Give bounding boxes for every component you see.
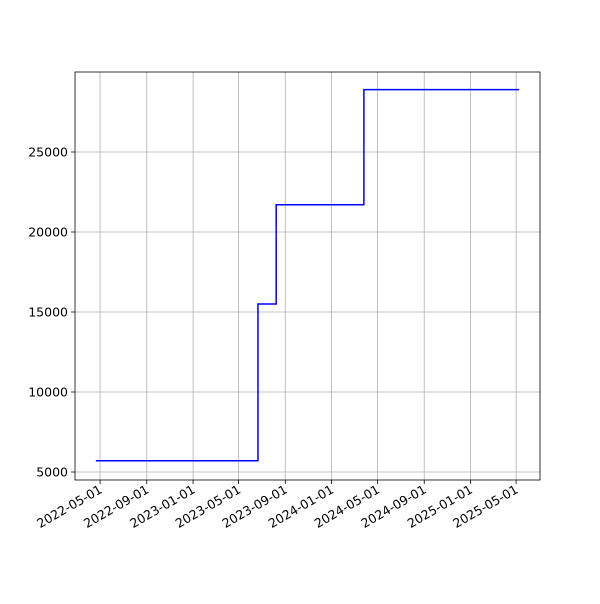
plot-frame (74, 71, 541, 481)
y-tick-label: 10000 (28, 385, 68, 400)
line-series (95, 88, 520, 462)
y-tick-label: 15000 (28, 305, 68, 320)
y-tick-label: 5000 (36, 465, 68, 480)
y-tick-label: 25000 (28, 145, 68, 160)
y-tick-label: 20000 (28, 225, 68, 240)
